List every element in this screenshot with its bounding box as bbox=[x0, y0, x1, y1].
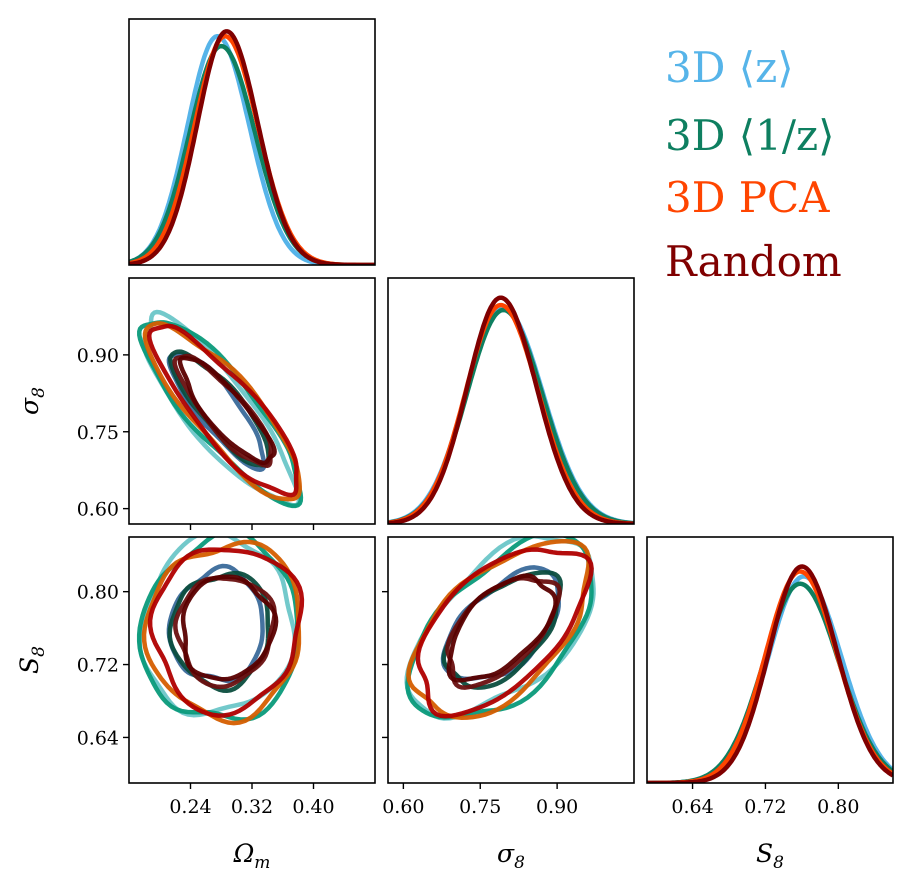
x-tick-label: 0.75 bbox=[459, 796, 501, 818]
contour-inner-3 bbox=[446, 573, 558, 683]
x-axis-label-s-8: S8 bbox=[756, 839, 784, 873]
marginal-sigma_8 bbox=[388, 295, 634, 524]
panel-frame-2-1 bbox=[387, 536, 635, 784]
contour-outer-0 bbox=[141, 309, 302, 508]
contour-outer-1 bbox=[137, 320, 304, 509]
marginal-line-1-sigma_8 bbox=[388, 307, 634, 524]
contour-outer-3 bbox=[146, 323, 299, 498]
y-tick-label: 0.90 bbox=[77, 345, 119, 367]
y-tick-label: 0.75 bbox=[77, 422, 119, 444]
x-tick-label: 0.72 bbox=[744, 796, 786, 818]
contour-outer-3 bbox=[415, 547, 594, 719]
y-tick-label: 0.80 bbox=[77, 582, 119, 604]
contours-S_8-vs-Omega_m bbox=[136, 537, 305, 726]
marginal-line-2-sigma_8 bbox=[388, 302, 634, 524]
marginal-line-1-S_8 bbox=[647, 581, 893, 783]
contours-S_8-vs-sigma_8 bbox=[404, 537, 596, 721]
legend-entry-2: 3D PCA bbox=[665, 173, 830, 222]
marginal-line-2-Omega_m bbox=[129, 34, 375, 265]
marginal-line-2-S_8 bbox=[647, 569, 893, 783]
x-tick-label: 0.60 bbox=[382, 796, 424, 818]
x-axis-label-omega-m: Ωm bbox=[233, 839, 271, 873]
contour-inner-3 bbox=[177, 355, 277, 466]
y-axis-label-s-8: S8 bbox=[15, 646, 49, 674]
panel-frame-1-1 bbox=[387, 277, 635, 525]
contour-inner-3 bbox=[180, 574, 279, 682]
marginal-Omega_m bbox=[129, 29, 375, 265]
contour-outer-1 bbox=[136, 537, 300, 722]
x-tick-label: 0.24 bbox=[169, 796, 211, 818]
y-tick-label: 0.64 bbox=[77, 727, 119, 749]
y-tick-label: 0.72 bbox=[77, 655, 119, 677]
contour-inner-1 bbox=[167, 570, 271, 694]
contours-sigma_8-vs-Omega_m bbox=[137, 309, 304, 509]
marginal-line-3-S_8 bbox=[647, 564, 893, 783]
contour-outer-1 bbox=[405, 537, 594, 720]
panel-frame-0-0 bbox=[128, 18, 376, 266]
y-tick-label: 0.60 bbox=[77, 499, 119, 521]
y-axis-label-sigma-8: σ8 bbox=[15, 387, 49, 415]
x-tick-label: 0.64 bbox=[671, 796, 713, 818]
marginal-line-3-sigma_8 bbox=[388, 295, 634, 524]
legend-entry-1: 3D ⟨1/z⟩ bbox=[665, 111, 835, 160]
x-tick-label: 0.90 bbox=[536, 796, 578, 818]
contour-outer-2 bbox=[142, 321, 302, 502]
x-tick-label: 0.40 bbox=[292, 796, 334, 818]
contour-outer-3 bbox=[147, 547, 305, 718]
marginal-line-0-sigma_8 bbox=[388, 305, 634, 524]
x-tick-label: 0.80 bbox=[817, 796, 859, 818]
x-tick-label: 0.32 bbox=[231, 796, 273, 818]
marginal-S_8 bbox=[647, 564, 893, 783]
marginal-line-0-S_8 bbox=[647, 574, 893, 783]
legend-entry-3: Random bbox=[665, 237, 842, 286]
contour-outer-2 bbox=[406, 538, 591, 720]
x-axis-label-sigma-8: σ8 bbox=[497, 839, 525, 873]
legend-entry-0: 3D ⟨z⟩ bbox=[665, 43, 794, 92]
contour-outer-2 bbox=[141, 539, 302, 726]
panel-frame-2-2 bbox=[646, 536, 894, 784]
